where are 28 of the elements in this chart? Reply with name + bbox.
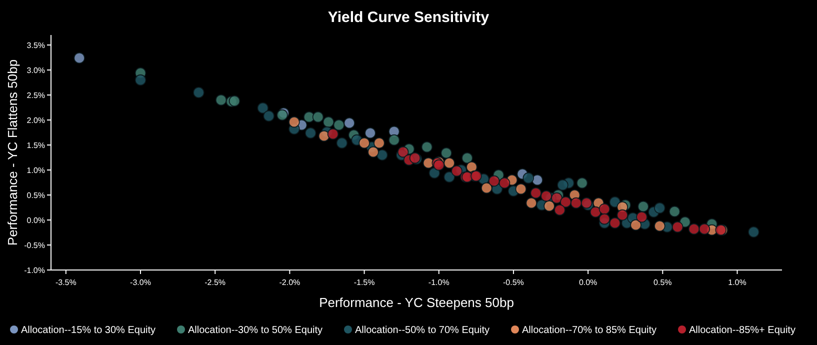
- x-tick-label: -0.5%: [503, 278, 524, 287]
- y-tick-label: 2.0%: [26, 116, 45, 125]
- x-tick-label: -3.0%: [130, 278, 151, 287]
- y-tick-label: 1.0%: [26, 166, 45, 175]
- y-tick-label: -0.5%: [24, 241, 45, 250]
- x-tick-label: -3.5%: [55, 278, 76, 287]
- x-tick-label: -2.5%: [204, 278, 226, 287]
- x-tick-label: 0.5%: [654, 278, 672, 287]
- y-tick-label: -1.0%: [24, 266, 45, 275]
- x-axis-title: Performance - YC Steepens 50bp: [319, 295, 514, 310]
- y-tick-label: 2.5%: [26, 91, 45, 100]
- y-axis-title: Performance - YC Flattens 50bp: [5, 59, 20, 246]
- x-tick-label: 1.0%: [728, 278, 746, 287]
- y-tick-label: 3.5%: [26, 41, 45, 50]
- x-tick-label: -1.0%: [428, 278, 450, 287]
- x-tick-label: -1.5%: [354, 278, 375, 287]
- y-tick-label: 0.0%: [26, 216, 45, 225]
- legend-label: Allocation--50% to 70% Equity: [355, 325, 490, 336]
- legend-label: Allocation--15% to 30% Equity: [21, 325, 156, 336]
- legend-label: Allocation--85%+ Equity: [689, 325, 796, 336]
- legend-label: Allocation--70% to 85% Equity: [522, 325, 657, 336]
- y-tick-label: 1.5%: [26, 141, 45, 150]
- x-tick-label: -2.0%: [279, 278, 300, 287]
- chart-title: Yield Curve Sensitivity: [328, 9, 490, 26]
- y-tick-label: 0.5%: [26, 191, 45, 200]
- y-tick-label: 3.0%: [26, 66, 45, 75]
- x-tick-label: 0.0%: [578, 278, 598, 287]
- legend-label: Allocation--30% to 50% Equity: [188, 325, 323, 336]
